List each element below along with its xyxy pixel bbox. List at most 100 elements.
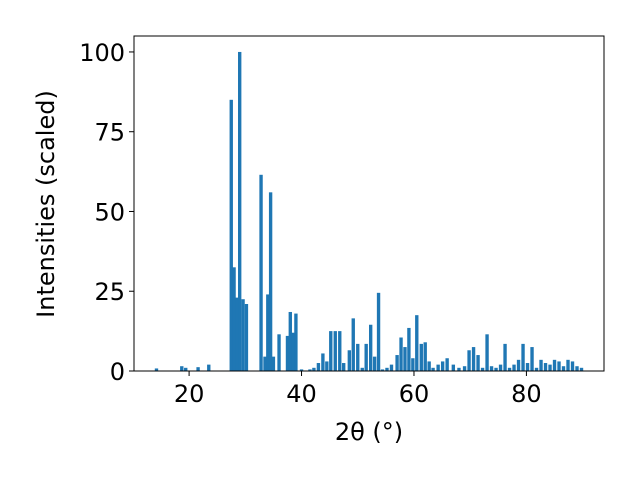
bar xyxy=(207,364,211,371)
bar xyxy=(285,335,290,371)
bar xyxy=(291,332,295,371)
plot-frame xyxy=(133,35,605,372)
x-tick-label: 80 xyxy=(511,380,542,408)
bar xyxy=(299,369,304,371)
bar xyxy=(266,294,270,371)
x-axis-ticks: 20 40 60 80 xyxy=(174,371,542,408)
bar xyxy=(445,358,449,371)
bar xyxy=(512,364,516,371)
bar xyxy=(570,361,575,371)
bar xyxy=(259,174,263,371)
bar xyxy=(471,347,476,371)
bar xyxy=(516,359,521,371)
y-axis-ticks: 0 25 50 75 100 xyxy=(79,39,134,386)
bar xyxy=(440,361,445,371)
bars-group xyxy=(154,51,584,371)
bar xyxy=(575,366,579,371)
bar xyxy=(494,367,498,371)
bar xyxy=(369,324,373,371)
bar xyxy=(376,292,381,371)
bar xyxy=(316,363,321,371)
bar xyxy=(415,315,419,371)
bar xyxy=(436,364,440,371)
bar xyxy=(232,267,236,371)
bar xyxy=(539,359,543,371)
bar xyxy=(364,343,368,371)
y-axis-label: Intensities (scaled) xyxy=(32,90,60,318)
bar xyxy=(566,359,570,371)
bar xyxy=(229,99,233,371)
y-tick-label: 100 xyxy=(79,39,125,67)
bar xyxy=(557,361,561,371)
bar xyxy=(399,337,403,371)
bar xyxy=(476,355,480,371)
bar xyxy=(347,350,352,371)
bar xyxy=(530,347,534,371)
bar xyxy=(498,364,503,371)
bar xyxy=(427,361,431,371)
bar xyxy=(333,331,337,371)
bar xyxy=(385,367,389,371)
bar xyxy=(419,343,423,371)
bar xyxy=(271,356,276,371)
bar xyxy=(503,343,507,371)
bar xyxy=(431,367,435,371)
bar xyxy=(525,363,530,371)
bar xyxy=(342,363,346,371)
bar xyxy=(407,327,411,371)
bar xyxy=(480,367,485,371)
bar xyxy=(268,192,273,371)
bar xyxy=(423,342,427,371)
bar xyxy=(321,353,325,371)
bar xyxy=(180,366,184,371)
bar xyxy=(288,311,292,371)
bar xyxy=(451,364,456,371)
bar xyxy=(351,318,355,371)
x-tick-label: 20 xyxy=(174,380,205,408)
bar xyxy=(235,297,239,371)
bar xyxy=(507,367,512,371)
bar xyxy=(338,331,342,371)
bar xyxy=(561,366,566,371)
x-tick-label: 40 xyxy=(286,380,317,408)
bar xyxy=(196,367,200,371)
y-tick-label: 25 xyxy=(94,278,125,306)
bar xyxy=(521,343,525,371)
bar xyxy=(244,304,249,371)
bar xyxy=(238,51,242,371)
bar xyxy=(308,369,312,371)
bar xyxy=(294,313,298,371)
bar xyxy=(395,355,399,371)
bar xyxy=(462,366,467,371)
bar xyxy=(579,367,584,371)
y-tick-label: 50 xyxy=(94,198,125,226)
bar xyxy=(241,299,245,371)
bar xyxy=(467,350,471,371)
bar xyxy=(154,368,159,371)
bar xyxy=(403,347,407,371)
bar xyxy=(457,367,461,371)
bar xyxy=(372,356,377,371)
bar xyxy=(380,369,385,371)
bar xyxy=(389,364,394,371)
bar xyxy=(485,334,489,371)
x-axis-label: 2θ (°) xyxy=(335,418,403,446)
y-tick-label: 75 xyxy=(94,119,125,147)
bar xyxy=(360,367,364,371)
bar xyxy=(489,366,494,371)
bar xyxy=(263,356,267,371)
bar xyxy=(543,363,548,371)
bar xyxy=(552,359,557,371)
bar xyxy=(534,367,539,371)
bar xyxy=(411,358,415,371)
bar xyxy=(329,331,333,371)
bar xyxy=(325,361,329,371)
x-tick-label: 60 xyxy=(399,380,430,408)
bar xyxy=(277,334,281,371)
bar xyxy=(356,343,360,371)
y-tick-label: 0 xyxy=(110,358,125,386)
bar xyxy=(548,364,552,371)
bar xyxy=(184,367,188,371)
bar xyxy=(312,367,316,371)
